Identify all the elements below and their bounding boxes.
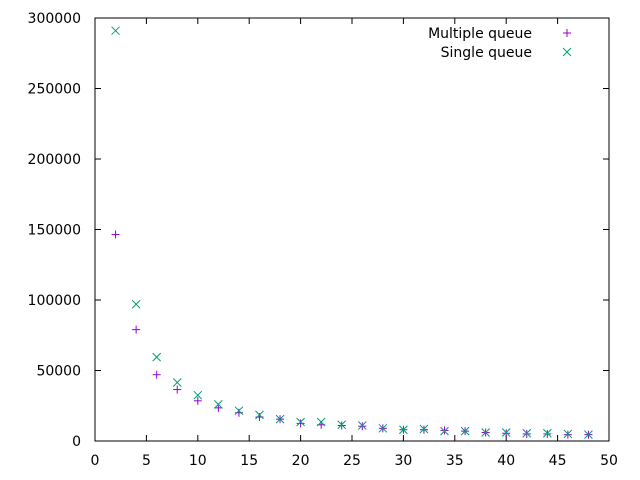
data-point [337, 420, 347, 430]
legend-marker [562, 47, 572, 57]
data-point [193, 390, 203, 400]
data-point [296, 419, 305, 428]
y-tick-label: 100000 [28, 293, 81, 309]
y-axis: 0 50000 100000 150000 200000 250000 300000 [28, 11, 609, 450]
series-single-queue [111, 26, 593, 440]
x-tick-label: 15 [240, 453, 258, 469]
legend-label: Multiple queue [428, 26, 532, 42]
data-point [214, 403, 223, 412]
x-tick-label: 30 [394, 453, 412, 469]
x-tick-label: 5 [142, 453, 151, 469]
data-point [296, 417, 305, 427]
data-point [132, 325, 141, 334]
legend-marker [563, 29, 571, 37]
series-multiple-queue [111, 230, 593, 439]
plot-frame [94, 17, 610, 442]
data-point [378, 423, 388, 433]
data-point [584, 430, 593, 440]
data-point [357, 421, 367, 430]
data-point [131, 299, 141, 309]
x-tick-label: 10 [189, 453, 207, 469]
data-point [501, 428, 511, 437]
data-point [193, 396, 202, 405]
x-tick-label: 40 [497, 453, 515, 469]
data-point [214, 399, 223, 409]
data-point [152, 370, 161, 379]
data-point [316, 417, 326, 427]
x-tick-label: 50 [600, 453, 618, 469]
data-point [234, 406, 244, 416]
x-tick-label: 20 [292, 453, 310, 469]
x-tick-label: 25 [343, 453, 361, 469]
data-point [399, 425, 408, 435]
data-point [173, 385, 182, 394]
y-tick-label: 0 [72, 434, 81, 450]
x-tick-label: 35 [446, 453, 464, 469]
data-point [563, 429, 573, 439]
x-tick-label: 0 [91, 453, 100, 469]
data-point [255, 410, 264, 420]
data-points [111, 26, 593, 440]
data-point [172, 378, 182, 387]
data-point [111, 230, 120, 239]
data-point [542, 428, 552, 438]
y-tick-label: 300000 [28, 11, 81, 27]
y-tick-label: 50000 [36, 364, 81, 380]
data-point [481, 428, 490, 437]
data-point [460, 426, 470, 436]
data-point [522, 428, 532, 438]
y-tick-label: 150000 [28, 223, 81, 239]
data-point [440, 426, 449, 436]
data-point [152, 352, 162, 362]
y-tick-label: 250000 [28, 82, 81, 98]
data-point [275, 414, 285, 424]
data-point [111, 26, 120, 36]
legend-label: Single queue [441, 45, 532, 61]
data-point [419, 424, 429, 434]
x-axis: 0 5 10 15 20 25 30 35 40 45 50 [91, 18, 618, 469]
legend: Multiple queue Single queue [428, 26, 572, 61]
y-tick-label: 200000 [28, 152, 81, 168]
x-tick-label: 45 [549, 453, 567, 469]
